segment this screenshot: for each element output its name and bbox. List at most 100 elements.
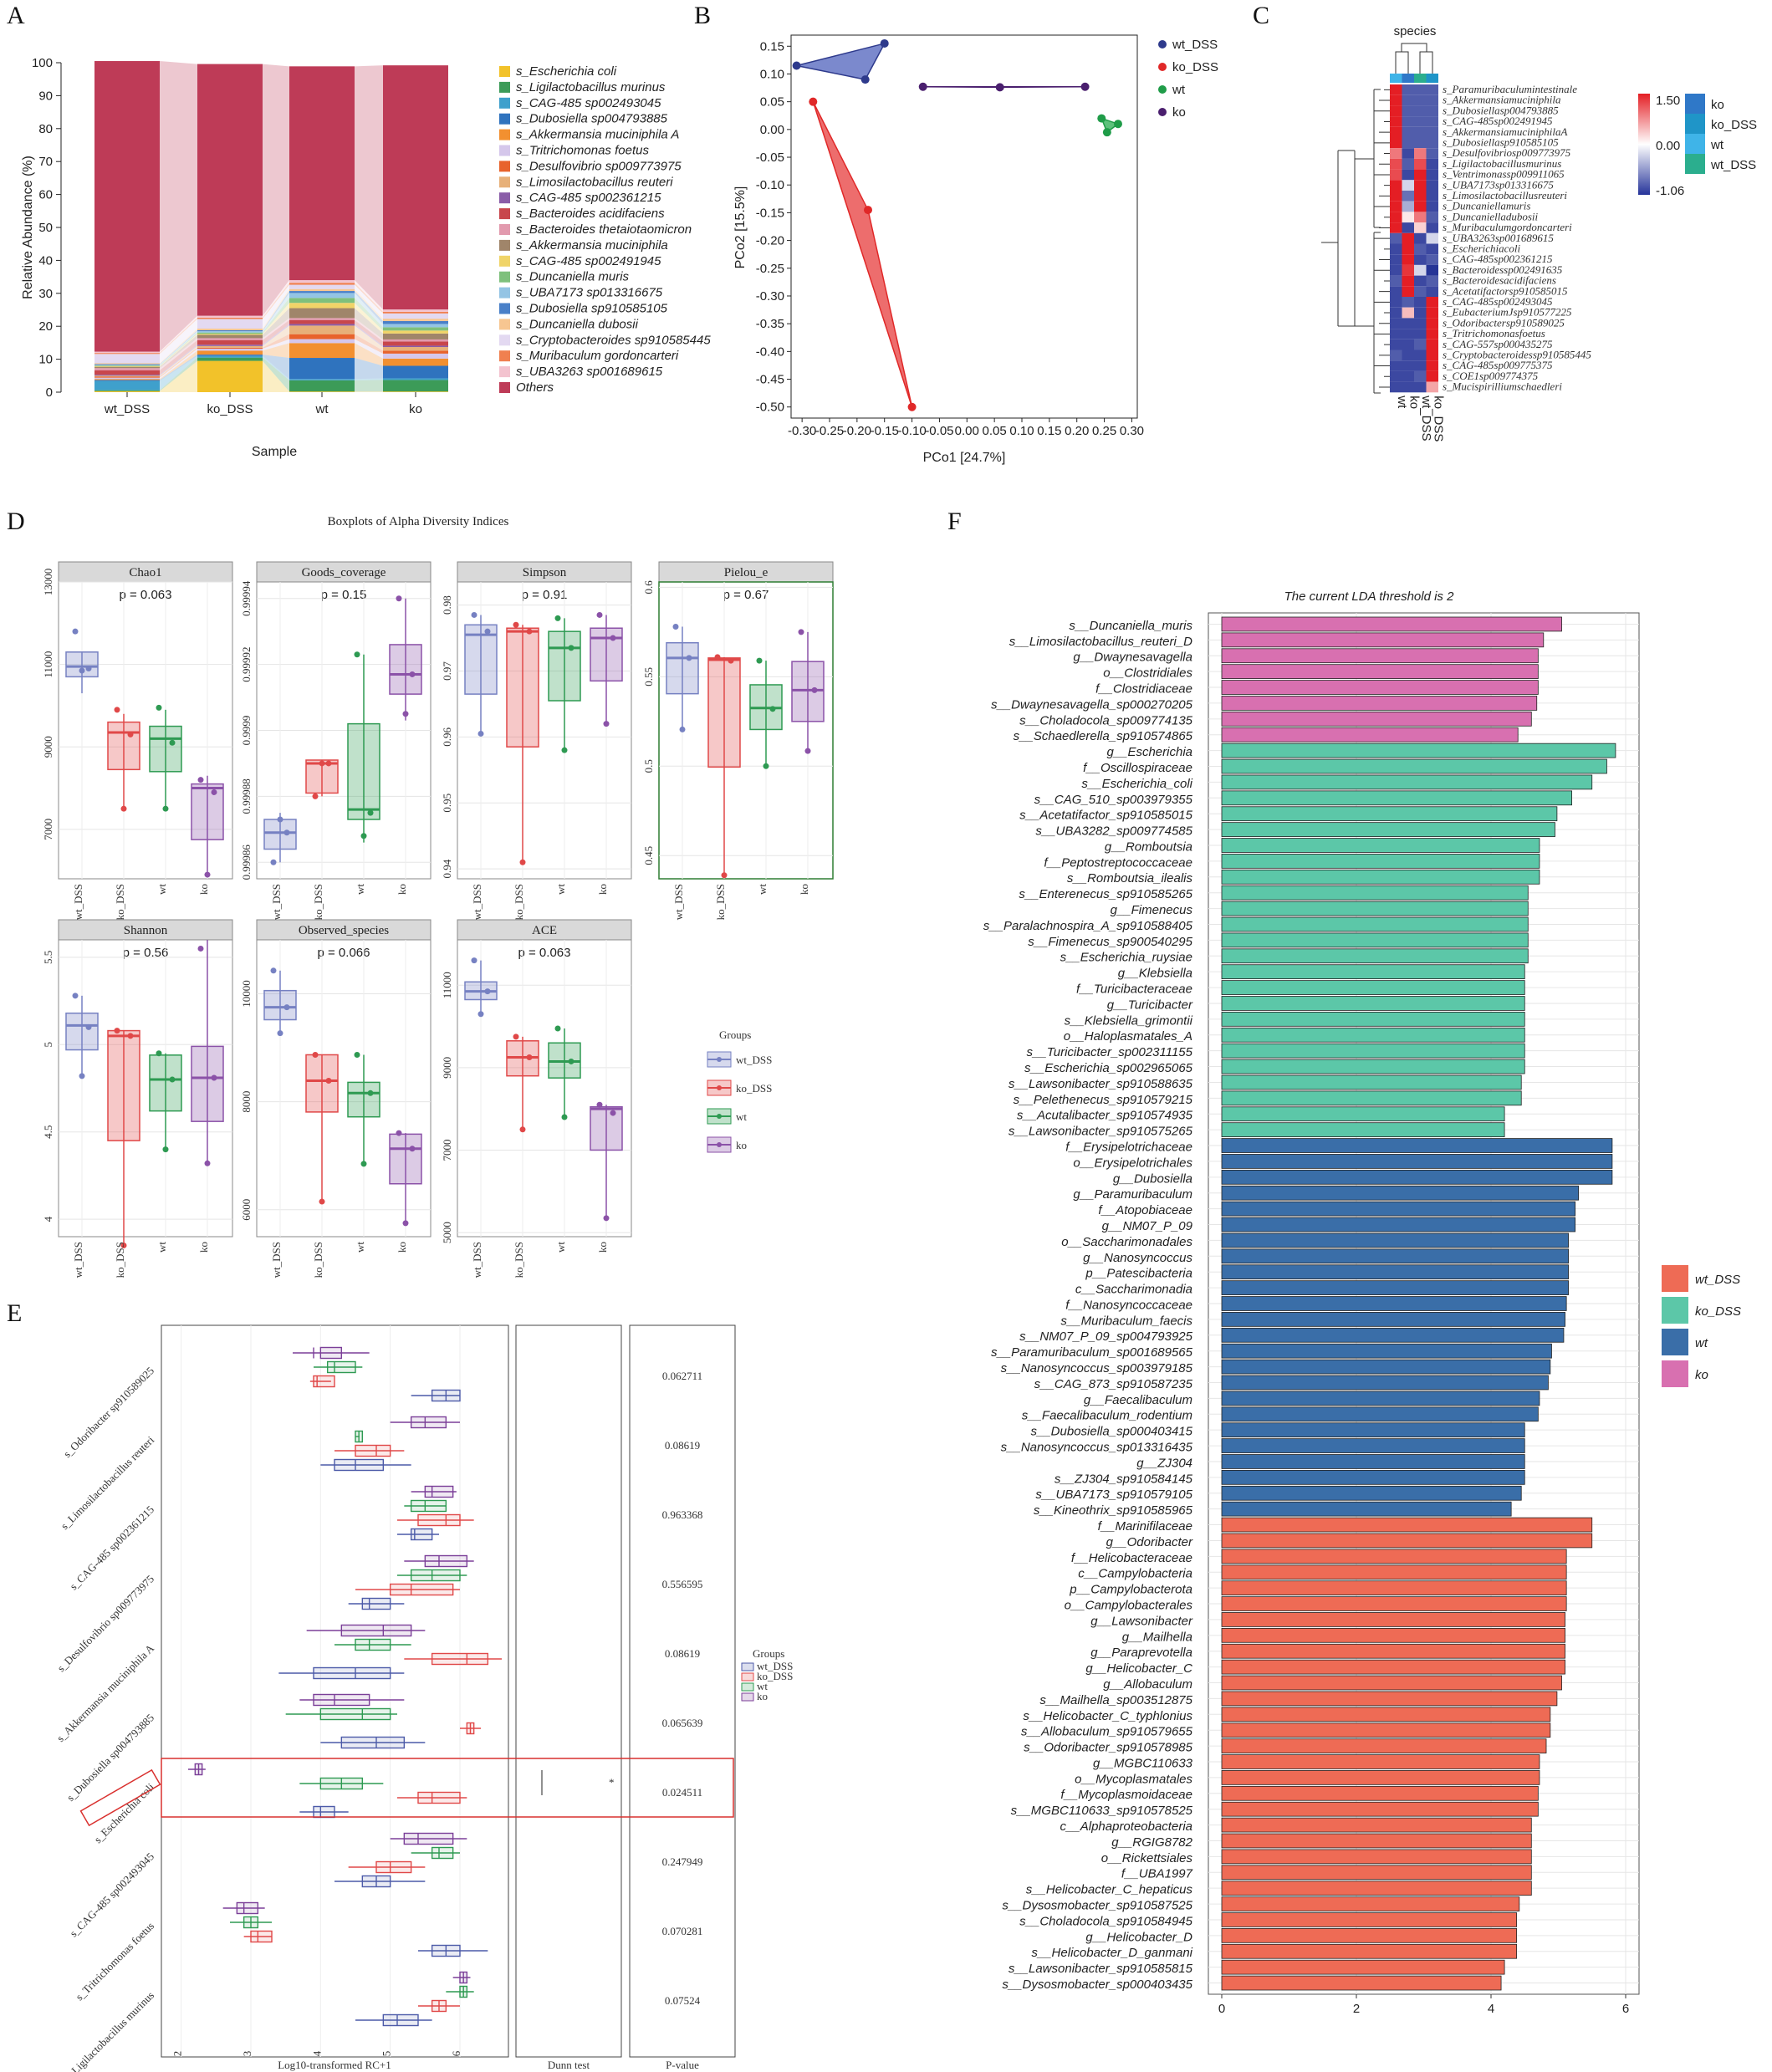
heatmap-cell [1390,360,1402,371]
column-annotation [1414,74,1427,83]
box-iqr [263,819,297,850]
data-point [1102,128,1111,137]
group-legend-swatch [1662,1360,1688,1387]
x-axis-label: Sample [252,445,297,459]
heatmap-cell [1426,339,1438,350]
lda-bar-label: s__UBA3282_sp009774585 [1035,824,1192,839]
jitter-point [120,1242,127,1248]
data-point [1080,82,1090,91]
bar-segment [197,332,263,334]
band-s_Akkermansia muciniphila [355,308,383,339]
lda-bar [1221,1754,1540,1769]
lda-bar [1221,1896,1520,1911]
y-tick-label: 10 [38,353,53,367]
lda-bar [1221,948,1529,964]
row-label: s_Dubosiellasp910585105 [1443,136,1559,149]
group-legend-label: wt_DSS [1710,158,1756,172]
box-iqr [403,1832,454,1845]
x-tick-label: ko [197,884,210,895]
heatmap-cell [1402,381,1414,393]
lda-bar [1221,1691,1558,1707]
band-Others [263,64,289,316]
jitter-point [554,615,561,621]
heatmap-cell [1414,212,1427,223]
lda-bar [1221,1201,1576,1217]
heatmap-cell [1390,243,1402,255]
heatmap-cell [1414,169,1427,181]
bar-segment [197,339,263,345]
heatmap-cell [1390,254,1402,265]
lda-bar-label: s__Lawsonibacter_sp910588635 [1009,1077,1193,1091]
legend-swatch [499,255,510,267]
lda-bar-label: c__Saccharimonadia [1075,1283,1192,1297]
x-tick-label: wt_DSS [672,884,685,920]
lda-bar [1221,822,1555,837]
x-tick-label: 0.20 [1065,424,1089,438]
y-tick-label: -0.10 [756,178,784,192]
heatmap-cell [1390,232,1402,244]
lda-bar [1221,1074,1522,1090]
lda-bar-label: f__Nanosyncoccaceae [1065,1298,1192,1312]
p-value: 0.963368 [662,1508,703,1521]
x-tick-label: wt_DSS [471,1242,483,1278]
bar-segment [383,378,448,380]
jitter-point [396,1130,402,1136]
row-label: s_EubacteriumJsp910577225 [1443,306,1572,319]
jitter-point [127,1033,134,1039]
group-hull-ko_DSS [812,101,913,407]
lda-bar [1221,1912,1517,1927]
box-iqr [410,1528,433,1541]
band-s_UBA3263 sp001689615 [160,315,197,354]
bar-segment [289,284,355,289]
box-iqr [313,1805,335,1819]
facet-header [457,919,632,941]
bar-segment [94,353,160,355]
lda-bar [1221,1090,1522,1106]
lda-bar [1221,1659,1565,1675]
group-legend-label: ko_DSS [1695,1304,1741,1319]
y-tick-label: 0 [46,385,53,400]
legend-label: ko_DSS [1172,60,1218,74]
y-tick-label: 0.05 [760,95,784,110]
heatmap-cell [1426,201,1438,212]
legend-swatch [499,176,510,188]
p-value: 0.024511 [662,1786,702,1799]
band-s_Cryptobacteroides sp910585445 [263,284,289,329]
lda-bar-label: g__NM07_P_09 [1102,1219,1193,1233]
facet-title: Pielou_e [724,566,769,579]
heatmap-cell [1402,339,1414,350]
bar-segment [197,329,263,332]
heatmap-cell [1426,307,1438,319]
band-s_Tritrichomonas foetus [355,339,383,359]
bar-segment [289,280,355,283]
lda-bar-label: g__ZJ304 [1136,1456,1192,1470]
bar-segment [197,355,263,356]
y-tick-label: 11000 [42,651,54,678]
bar-segment [94,363,160,365]
x-tick-label: 0.25 [1092,424,1116,438]
bar-segment [289,380,355,392]
bar-segment [289,334,355,339]
box-iqr [389,1133,422,1185]
row-label: s_Ligilactobacillusmurinus [1443,157,1561,170]
jitter-point [72,993,79,999]
band-s_Bacteroides acidifaciens [263,319,289,345]
heatmap-cell [1426,116,1438,127]
band-s_Bacteroides acidifaciens [160,339,197,375]
legend-label: s_Akkermansia muciniphila A [516,128,679,142]
y-tick-label: -0.50 [756,401,784,415]
jitter-point [679,726,686,732]
heatmap-cell [1426,191,1438,202]
heatmap-cell [1402,307,1414,319]
lda-bar [1221,711,1532,727]
lda-bar-label: f__Turicibacteraceae [1076,982,1192,997]
lda-bar [1221,1564,1567,1580]
heatmap-cell [1390,105,1402,117]
data-point [995,83,1004,92]
data-point [1097,114,1106,123]
legend-swatch [499,66,510,77]
lda-bar [1221,1343,1552,1359]
band-s_CAG-485 sp002491945 [355,303,383,334]
row-label: s_Acetatifactorsp910585015 [1443,284,1568,297]
bar-segment [197,338,263,340]
